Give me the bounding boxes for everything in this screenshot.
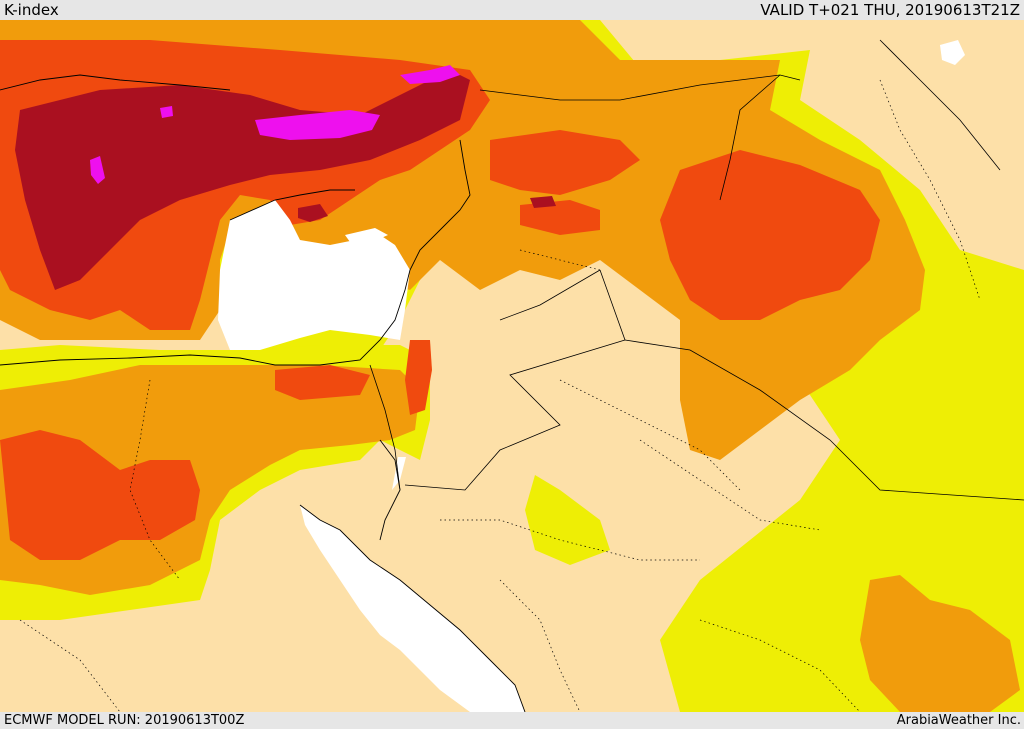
valid-time: VALID T+021 THU, 20190613T21Z — [760, 1, 1020, 19]
map-panel — [0, 20, 1024, 712]
header-bar: K-index VALID T+021 THU, 20190613T21Z — [0, 0, 1024, 20]
internal-boundaries — [19, 79, 981, 712]
k-extreme-layer — [90, 65, 460, 184]
credit: ArabiaWeather Inc. — [896, 713, 1021, 728]
borders — [369, 39, 1024, 501]
model-run: ECMWF MODEL RUN: 20190613T00Z — [4, 713, 245, 728]
sea-areas — [218, 40, 965, 712]
coastlines — [0, 74, 526, 712]
footer-bar: ECMWF MODEL RUN: 20190613T00Z ArabiaWeat… — [0, 712, 1024, 729]
chart-title: K-index — [4, 1, 59, 19]
k-index-map — [0, 20, 1024, 712]
